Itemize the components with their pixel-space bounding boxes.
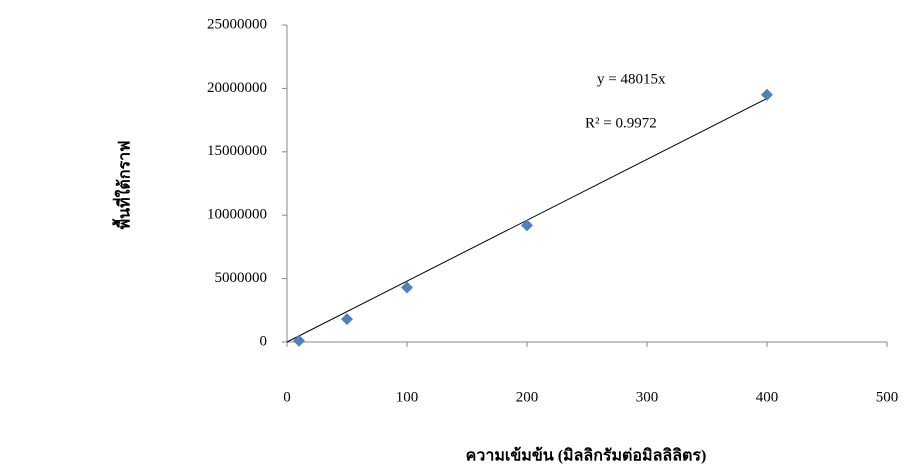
trendline-equation: y = 48015x — [597, 71, 666, 87]
y-tick-label: 5000000 — [215, 270, 268, 286]
data-point — [761, 88, 773, 101]
x-axis-label: ความเข้มข้น (มิลลิกรัมต่อมิลลิลิตร) — [466, 447, 707, 465]
x-tick-label: 400 — [756, 389, 779, 405]
y-tick-label: 20000000 — [207, 80, 267, 96]
y-tick-label: 0 — [260, 333, 268, 349]
y-tick-label: 15000000 — [207, 143, 267, 159]
x-tick-label: 0 — [283, 389, 291, 405]
x-tick-label: 200 — [516, 389, 539, 405]
x-tick-label: 300 — [636, 389, 659, 405]
y-axis-label: พื้นที่ใต้กราฟ — [112, 141, 134, 230]
data-point — [341, 313, 353, 326]
y-tick-label: 10000000 — [207, 207, 267, 223]
data-point — [401, 281, 413, 294]
y-tick-label: 25000000 — [207, 16, 267, 32]
r-squared: R² = 0.9972 — [585, 115, 657, 131]
data-point — [293, 334, 305, 347]
x-tick-label: 500 — [876, 389, 899, 405]
data-point — [521, 219, 533, 232]
x-tick-label: 100 — [396, 389, 419, 405]
